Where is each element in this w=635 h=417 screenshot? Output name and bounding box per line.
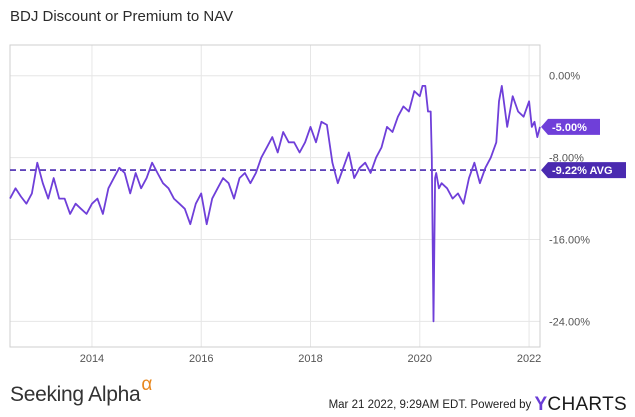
y-tick-label: -16.00%	[549, 235, 590, 247]
brand-name: Seeking Alpha	[10, 383, 141, 406]
last-value-label-bg	[541, 118, 600, 135]
ycharts-logo[interactable]: YCHARTS	[534, 394, 627, 415]
x-tick-label: 2014	[80, 353, 104, 365]
powered-by-label: Powered by	[470, 399, 532, 411]
x-tick-label: 2016	[189, 353, 213, 365]
ycharts-logo-text: CHARTS	[547, 394, 627, 415]
x-tick-label: 2020	[408, 353, 432, 365]
alpha-symbol: α	[141, 374, 153, 395]
series-line	[9, 85, 541, 323]
x-tick-label: 2022	[517, 353, 541, 365]
average-label-bg	[541, 162, 626, 179]
seeking-alpha-logo: Seeking Alphaα	[10, 374, 152, 407]
timestamp: Mar 21 2022, 9:29AM EDT.	[328, 399, 468, 411]
chart-title: BDJ Discount or Premium to NAV	[10, 8, 234, 25]
chart-footer: Mar 21 2022, 9:29AM EDT. Powered by YCHA…	[329, 394, 627, 416]
plot-frame	[9, 44, 541, 348]
last-value-label: -5.00%	[552, 122, 587, 134]
average-label: -9.22% AVG	[552, 165, 613, 177]
y-tick-label: 0.00%	[549, 71, 580, 83]
x-tick-label: 2018	[298, 353, 322, 365]
ycharts-logo-y: Y	[534, 394, 548, 415]
y-tick-label: -24.00%	[549, 316, 590, 328]
y-tick-label: -8.00%	[549, 153, 584, 165]
